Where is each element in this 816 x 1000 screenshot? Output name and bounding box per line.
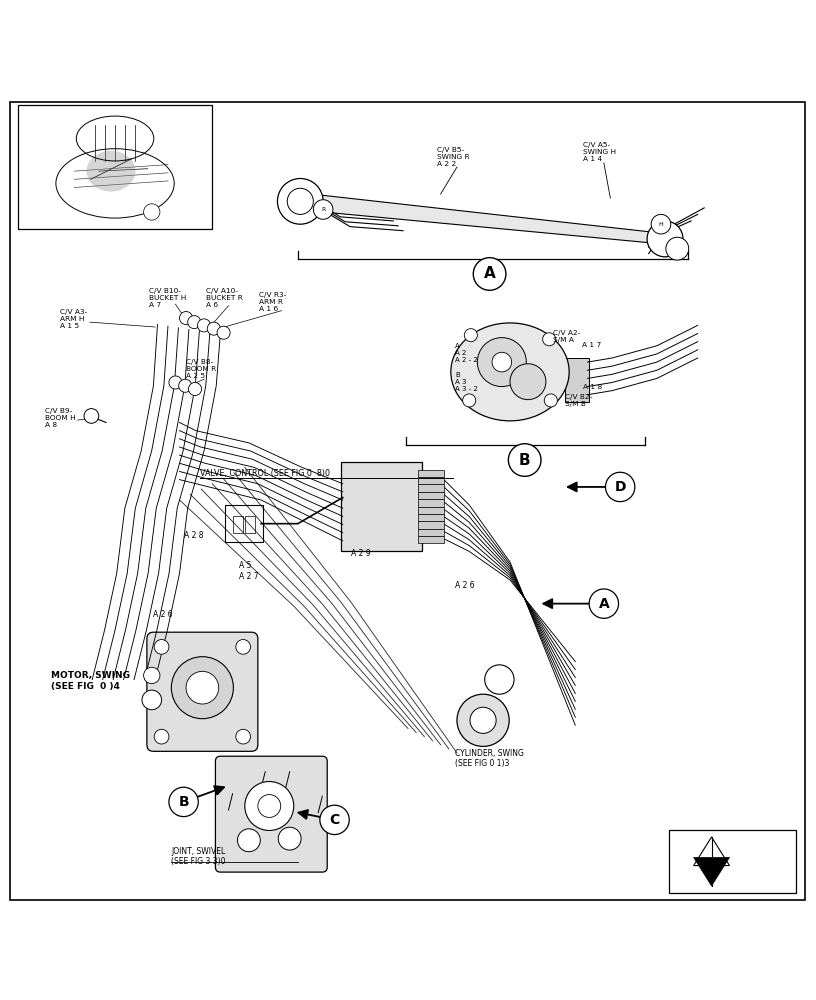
Circle shape bbox=[144, 667, 160, 684]
Text: R: R bbox=[321, 207, 326, 212]
Circle shape bbox=[278, 827, 301, 850]
Text: D: D bbox=[614, 480, 626, 494]
Text: C/V B10-
BUCKET H
A 7: C/V B10- BUCKET H A 7 bbox=[149, 288, 186, 308]
Circle shape bbox=[544, 394, 557, 407]
Text: B: B bbox=[178, 795, 189, 809]
Circle shape bbox=[485, 665, 514, 694]
FancyBboxPatch shape bbox=[565, 358, 589, 402]
FancyBboxPatch shape bbox=[233, 516, 243, 533]
Circle shape bbox=[144, 204, 160, 220]
Circle shape bbox=[236, 729, 251, 744]
Circle shape bbox=[142, 690, 162, 710]
Circle shape bbox=[154, 729, 169, 744]
Circle shape bbox=[287, 188, 313, 214]
Circle shape bbox=[188, 316, 201, 329]
Circle shape bbox=[473, 258, 506, 290]
Circle shape bbox=[169, 787, 198, 817]
Text: C/V A2-
S/M A: C/V A2- S/M A bbox=[553, 330, 580, 343]
Text: C/V B8-
BOOM R
A 2 5: C/V B8- BOOM R A 2 5 bbox=[186, 359, 216, 379]
FancyBboxPatch shape bbox=[669, 830, 796, 893]
Circle shape bbox=[188, 382, 202, 396]
Circle shape bbox=[313, 200, 333, 219]
Circle shape bbox=[197, 319, 211, 332]
Circle shape bbox=[179, 379, 192, 392]
Circle shape bbox=[647, 221, 683, 257]
Text: A: A bbox=[484, 266, 495, 281]
Circle shape bbox=[320, 805, 349, 835]
Text: A 5
A 2 7: A 5 A 2 7 bbox=[239, 561, 259, 581]
Text: C/V A10-
BUCKET R
A 6: C/V A10- BUCKET R A 6 bbox=[206, 288, 242, 308]
Circle shape bbox=[180, 312, 193, 325]
FancyBboxPatch shape bbox=[418, 507, 444, 514]
Circle shape bbox=[470, 707, 496, 733]
Text: A 2 6: A 2 6 bbox=[153, 610, 173, 619]
Text: C/V A3-
ARM H
A 1 5: C/V A3- ARM H A 1 5 bbox=[60, 309, 86, 329]
Text: C/V R3-
ARM R
A 1 6: C/V R3- ARM R A 1 6 bbox=[259, 292, 286, 312]
FancyBboxPatch shape bbox=[341, 462, 422, 551]
Circle shape bbox=[169, 376, 182, 389]
Circle shape bbox=[217, 326, 230, 339]
Circle shape bbox=[258, 795, 281, 817]
Text: A 1 8: A 1 8 bbox=[583, 384, 602, 390]
Text: A 2 9: A 2 9 bbox=[351, 549, 370, 558]
FancyBboxPatch shape bbox=[418, 514, 444, 521]
Text: CYLINDER, SWING
(SEE FIG 0 1)3: CYLINDER, SWING (SEE FIG 0 1)3 bbox=[455, 749, 524, 768]
Circle shape bbox=[605, 472, 635, 502]
Text: MOTOR, SWING
(SEE FIG  0 )4: MOTOR, SWING (SEE FIG 0 )4 bbox=[51, 671, 131, 691]
FancyBboxPatch shape bbox=[418, 521, 444, 529]
Text: A: A bbox=[598, 597, 610, 611]
Circle shape bbox=[171, 657, 233, 719]
Text: B: B bbox=[519, 453, 530, 468]
FancyBboxPatch shape bbox=[245, 516, 255, 533]
Circle shape bbox=[245, 782, 294, 830]
FancyBboxPatch shape bbox=[418, 536, 444, 543]
FancyBboxPatch shape bbox=[418, 484, 444, 492]
Text: A 2 8: A 2 8 bbox=[184, 531, 204, 540]
FancyBboxPatch shape bbox=[418, 477, 444, 484]
FancyBboxPatch shape bbox=[418, 529, 444, 536]
FancyBboxPatch shape bbox=[418, 499, 444, 507]
Circle shape bbox=[510, 364, 546, 400]
FancyBboxPatch shape bbox=[215, 756, 327, 872]
Circle shape bbox=[236, 640, 251, 654]
Circle shape bbox=[186, 671, 219, 704]
FancyBboxPatch shape bbox=[225, 505, 263, 542]
Circle shape bbox=[666, 237, 689, 260]
Text: C/V A5-
SWING H
A 1 4: C/V A5- SWING H A 1 4 bbox=[583, 142, 616, 162]
Circle shape bbox=[207, 322, 220, 335]
Text: VALVE, CONTROL (SEE FIG 0  8)0: VALVE, CONTROL (SEE FIG 0 8)0 bbox=[200, 469, 330, 478]
FancyBboxPatch shape bbox=[418, 492, 444, 499]
Text: C/V B9-
BOOM H
A 8: C/V B9- BOOM H A 8 bbox=[45, 408, 76, 428]
Circle shape bbox=[464, 329, 477, 342]
Circle shape bbox=[651, 214, 671, 234]
Circle shape bbox=[589, 589, 619, 618]
FancyBboxPatch shape bbox=[147, 632, 258, 751]
Text: C/V B5-
SWING R
A 2 2: C/V B5- SWING R A 2 2 bbox=[437, 147, 469, 167]
Text: C: C bbox=[330, 813, 339, 827]
Text: A 2 6: A 2 6 bbox=[455, 581, 475, 590]
Text: H: H bbox=[659, 222, 663, 227]
Circle shape bbox=[543, 333, 556, 346]
Circle shape bbox=[277, 178, 323, 224]
Text: C/V B2-
S/M B: C/V B2- S/M B bbox=[565, 394, 592, 407]
Circle shape bbox=[237, 829, 260, 852]
Text: A
A 2
A 2 - 2: A A 2 A 2 - 2 bbox=[455, 343, 478, 363]
Ellipse shape bbox=[86, 151, 135, 192]
Polygon shape bbox=[299, 193, 666, 244]
Text: JOINT, SWIVEL
(SEE FIG 3 3)0: JOINT, SWIVEL (SEE FIG 3 3)0 bbox=[171, 847, 226, 866]
Circle shape bbox=[84, 409, 99, 423]
Polygon shape bbox=[694, 837, 730, 866]
Text: A 1 7: A 1 7 bbox=[582, 342, 601, 348]
Circle shape bbox=[492, 352, 512, 372]
FancyBboxPatch shape bbox=[18, 105, 212, 229]
Circle shape bbox=[508, 444, 541, 476]
Text: B
A 3
A 3 - 2: B A 3 A 3 - 2 bbox=[455, 372, 478, 392]
Circle shape bbox=[457, 694, 509, 746]
Circle shape bbox=[463, 394, 476, 407]
FancyBboxPatch shape bbox=[418, 470, 444, 477]
Circle shape bbox=[477, 338, 526, 387]
Ellipse shape bbox=[450, 323, 569, 421]
Circle shape bbox=[154, 640, 169, 654]
Polygon shape bbox=[694, 857, 730, 886]
